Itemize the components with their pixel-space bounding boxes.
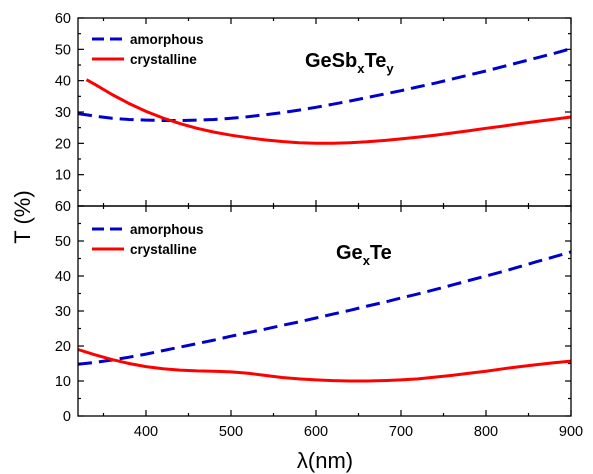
y-tick-label: 30 [55, 105, 71, 121]
series-line-amorphous [77, 250, 572, 366]
y-tick-label: 0 [63, 409, 71, 425]
x-tick-label: 500 [219, 424, 243, 440]
y-tick-label: 60 [55, 199, 71, 215]
panel-bottom: 0 10 20 30 40 50 60 400 500 600 700 800 900 amorphou… [55, 199, 583, 440]
top-legend: amorphous crystalline [92, 32, 204, 67]
y-tick-label: 30 [55, 304, 71, 320]
top-ticks-group: 10 20 30 40 50 60 [55, 11, 572, 207]
x-tick-label: 400 [134, 424, 158, 440]
legend-label-amorphous: amorphous [130, 222, 204, 237]
y-tick-label: 40 [55, 74, 71, 90]
y-tick-label: 20 [55, 339, 71, 355]
bottom-annotation: GexTe [336, 242, 392, 268]
bottom-series-group [77, 250, 572, 383]
bottom-plot-frame [77, 205, 572, 417]
y-axis-title: T (%) [10, 190, 35, 243]
bottom-legend: amorphous crystalline [92, 222, 204, 257]
x-tick-label: 600 [304, 424, 328, 440]
bottom-ticks-group: 0 10 20 30 40 50 60 400 500 600 700 800 900 [55, 199, 583, 440]
y-tick-label: 50 [55, 234, 71, 250]
top-series-group [77, 47, 572, 145]
series-line-crystalline [77, 348, 572, 383]
y-tick-label: 20 [55, 136, 71, 152]
y-tick-label: 10 [55, 374, 71, 390]
legend-label-amorphous: amorphous [130, 32, 204, 47]
x-axis-title: λ(nm) [297, 448, 353, 473]
legend-label-crystalline: crystalline [130, 242, 197, 257]
y-tick-label: 60 [55, 11, 71, 27]
series-line-crystalline [85, 78, 572, 145]
y-tick-label: 40 [55, 269, 71, 285]
y-tick-label: 10 [55, 168, 71, 184]
x-tick-label: 700 [389, 424, 413, 440]
y-tick-label: 50 [55, 42, 71, 58]
legend-label-crystalline: crystalline [130, 52, 197, 67]
top-annotation: GeSbxTey [305, 50, 394, 76]
x-tick-label: 800 [474, 424, 498, 440]
x-tick-label: 900 [559, 424, 583, 440]
panel-top: 10 20 30 40 50 60 amorphous crystalline GeSbxT… [55, 11, 572, 207]
